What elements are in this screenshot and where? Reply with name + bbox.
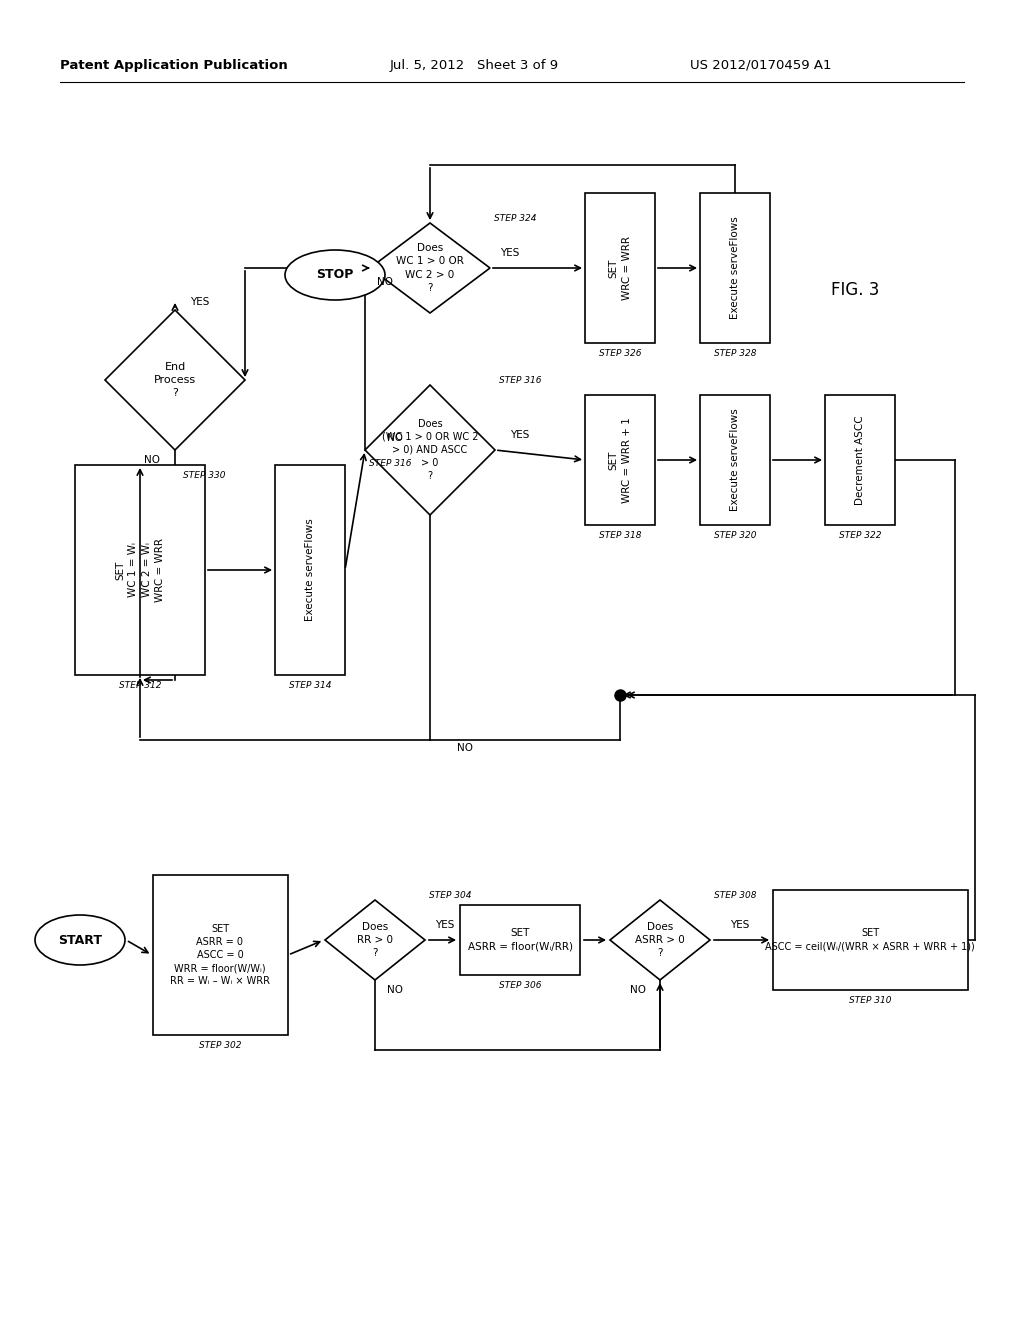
Polygon shape (105, 310, 245, 450)
Text: YES: YES (500, 248, 519, 257)
Text: Execute serveFlows: Execute serveFlows (305, 519, 315, 622)
Text: NO: NO (457, 743, 473, 752)
Text: Does
(WC 1 > 0 OR WC 2
> 0) AND ASCC
> 0
?: Does (WC 1 > 0 OR WC 2 > 0) AND ASCC > 0… (382, 418, 478, 482)
Bar (153, 875, 288, 1035)
Text: NO: NO (144, 455, 160, 465)
Text: Does
WC 1 > 0 OR
WC 2 > 0
?: Does WC 1 > 0 OR WC 2 > 0 ? (396, 243, 464, 293)
Text: End
Process
?: End Process ? (154, 362, 196, 399)
Text: STEP 328: STEP 328 (714, 348, 757, 358)
Text: SET
WRC = WRR: SET WRC = WRR (608, 236, 632, 300)
Text: Patent Application Publication: Patent Application Publication (60, 58, 288, 71)
Text: FIG. 3: FIG. 3 (830, 281, 880, 300)
Text: STEP 314: STEP 314 (289, 681, 331, 690)
Text: SET
WC 1 = Wᵢ
WC 2 = Wᵢ
WRC = WRR: SET WC 1 = Wᵢ WC 2 = Wᵢ WRC = WRR (115, 539, 165, 602)
Text: US 2012/0170459 A1: US 2012/0170459 A1 (690, 58, 831, 71)
Text: Execute serveFlows: Execute serveFlows (730, 409, 740, 511)
Bar (825, 395, 895, 525)
Bar (75, 465, 205, 675)
Text: STEP 330: STEP 330 (183, 470, 225, 479)
Ellipse shape (35, 915, 125, 965)
Text: STEP 302: STEP 302 (199, 1041, 242, 1049)
Text: STEP 312: STEP 312 (119, 681, 161, 690)
Text: YES: YES (435, 920, 455, 931)
Text: Does
ASRR > 0
?: Does ASRR > 0 ? (635, 921, 685, 958)
Text: Jul. 5, 2012   Sheet 3 of 9: Jul. 5, 2012 Sheet 3 of 9 (390, 58, 559, 71)
Ellipse shape (285, 249, 385, 300)
Text: STEP 306: STEP 306 (499, 981, 542, 990)
Text: STEP 316: STEP 316 (499, 376, 542, 385)
Text: STEP 316: STEP 316 (369, 459, 412, 469)
Text: SET
ASRR = floor(Wᵢ/RR): SET ASRR = floor(Wᵢ/RR) (468, 928, 572, 952)
Text: STEP 310: STEP 310 (849, 997, 891, 1005)
Bar (275, 465, 345, 675)
Text: Does
RR > 0
?: Does RR > 0 ? (357, 921, 393, 958)
Bar (585, 193, 655, 343)
Bar (700, 193, 770, 343)
Text: SET
ASCC = ceil(Wᵢ/(WRR × ASRR + WRR + 1)): SET ASCC = ceil(Wᵢ/(WRR × ASRR + WRR + 1… (765, 928, 975, 952)
Text: Execute serveFlows: Execute serveFlows (730, 216, 740, 319)
Text: YES: YES (730, 920, 750, 931)
Text: STEP 304: STEP 304 (429, 891, 471, 900)
Polygon shape (370, 223, 490, 313)
Text: Decrement ASCC: Decrement ASCC (855, 416, 865, 504)
Text: START: START (58, 933, 102, 946)
Text: STEP 320: STEP 320 (714, 531, 757, 540)
Polygon shape (325, 900, 425, 979)
Text: STEP 318: STEP 318 (599, 531, 641, 540)
Bar (772, 890, 968, 990)
Text: SET
ASRR = 0
ASCC = 0
WRR = floor(W/Wᵢ)
RR = Wᵢ – Wᵢ × WRR: SET ASRR = 0 ASCC = 0 WRR = floor(W/Wᵢ) … (170, 924, 270, 986)
Bar (460, 906, 580, 975)
Polygon shape (365, 385, 495, 515)
Text: NO: NO (377, 277, 393, 286)
Bar (700, 395, 770, 525)
Text: STEP 326: STEP 326 (599, 348, 641, 358)
Text: STEP 308: STEP 308 (714, 891, 757, 900)
Text: STEP 324: STEP 324 (494, 214, 537, 223)
Text: YES: YES (190, 297, 209, 308)
Text: STEP 322: STEP 322 (839, 531, 882, 540)
Text: YES: YES (510, 430, 529, 440)
Text: STOP: STOP (316, 268, 353, 281)
Polygon shape (610, 900, 710, 979)
Text: SET
WRC = WRR + 1: SET WRC = WRR + 1 (608, 417, 632, 503)
Text: NO: NO (387, 433, 403, 444)
Text: NO: NO (387, 985, 403, 995)
Text: NO: NO (630, 985, 646, 995)
Bar (585, 395, 655, 525)
